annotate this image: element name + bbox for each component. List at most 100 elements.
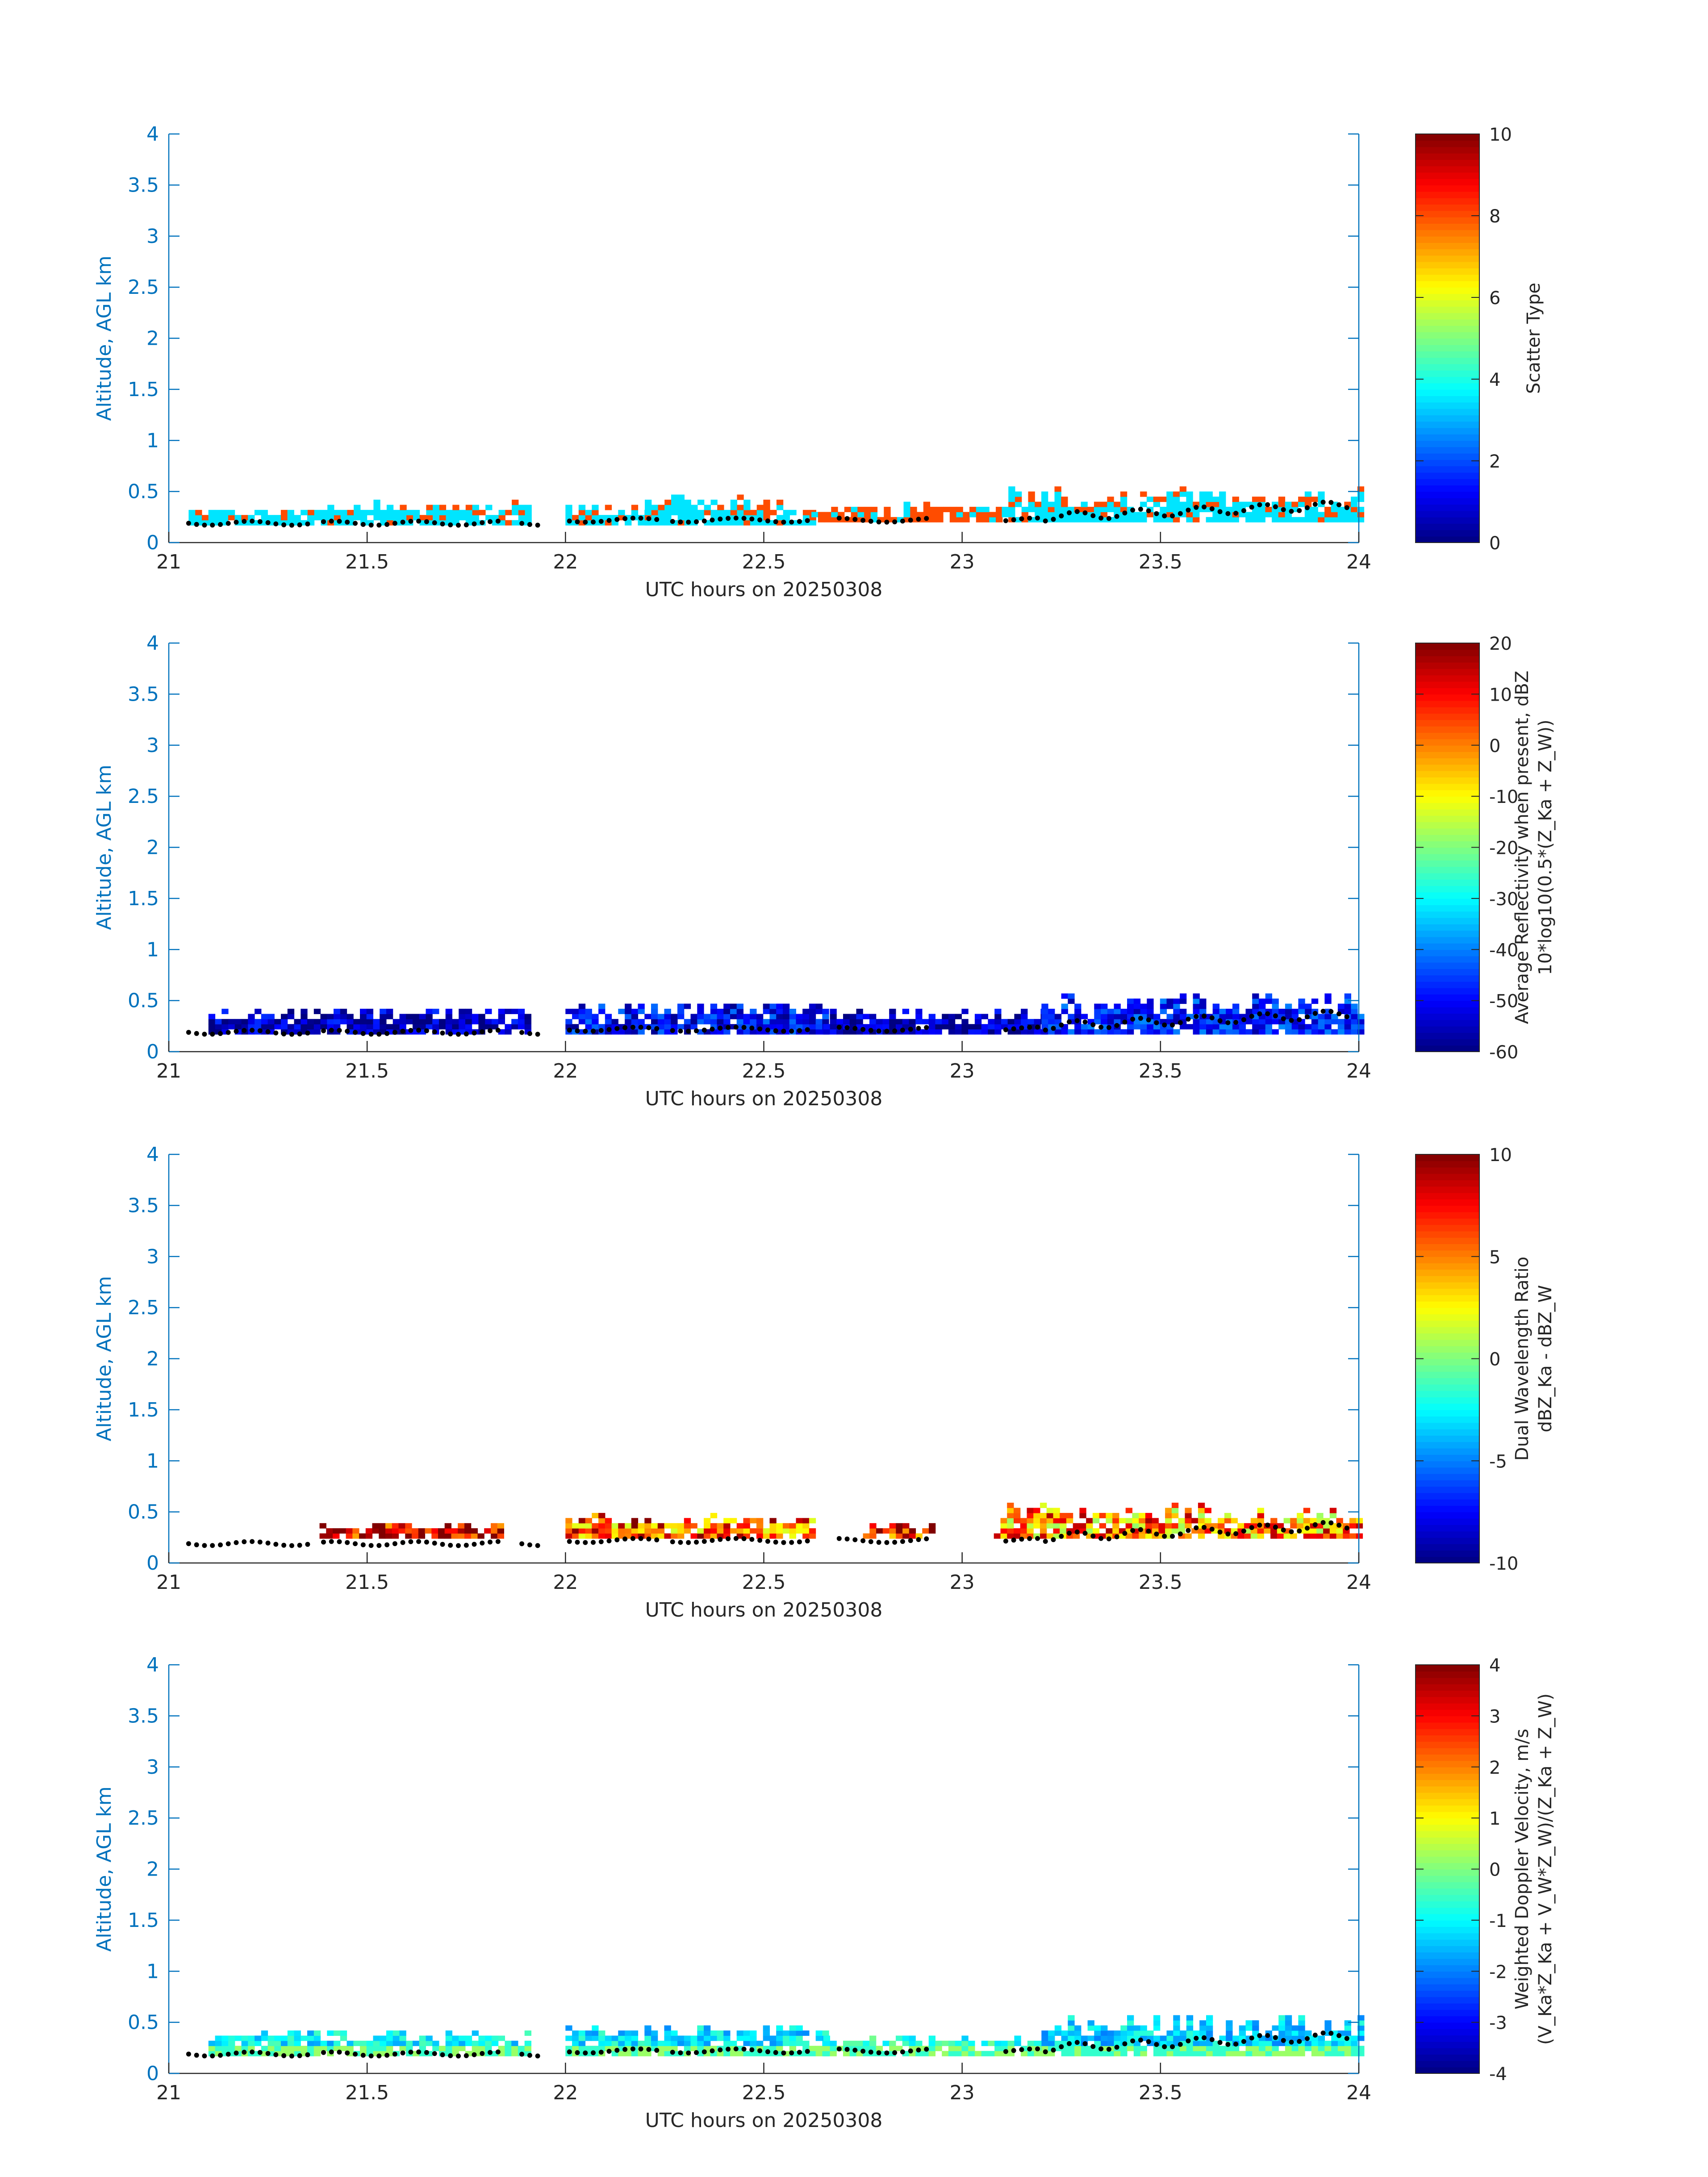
heatmap-cell (281, 1019, 288, 1024)
colorbar-swatch (1416, 1952, 1479, 1959)
heatmap-cell (717, 1528, 724, 1534)
heatmap-cell (1316, 1533, 1324, 1539)
heatmap-cell (1193, 993, 1200, 999)
colorbar-label: 10*log10(0.5*(Z_Ka + Z_W)) (1535, 719, 1556, 975)
colorbar-swatch (1416, 1811, 1479, 1818)
colorbar-swatch (1416, 719, 1479, 727)
cloud-base-dot (1138, 506, 1143, 512)
heatmap-cell (255, 2040, 262, 2046)
colorbar-swatch (1416, 1391, 1479, 1398)
heatmap-cell (426, 1008, 433, 1014)
heatmap-cell (697, 1019, 704, 1024)
heatmap-cell (1014, 1019, 1021, 1024)
heatmap-cell (215, 2040, 222, 2046)
heatmap-cell (723, 2040, 731, 2046)
heatmap-cell (413, 2040, 420, 2046)
cloud-base-dot (519, 1030, 525, 1035)
heatmap-cell (524, 2040, 531, 2046)
heatmap-cell (585, 2046, 592, 2052)
cloud-base-dots (186, 500, 1349, 528)
heatmap-cell (360, 2040, 367, 2046)
colorbar-swatch (1416, 847, 1479, 854)
heatmap-cell (1178, 1523, 1185, 1529)
colorbar-swatch (1416, 1288, 1479, 1295)
heatmap-cell (1285, 2020, 1292, 2026)
heatmap-cell (796, 1523, 803, 1529)
heatmap-cell (961, 1008, 969, 1014)
cloud-base-dot (416, 518, 422, 524)
heatmap-cell (611, 2035, 618, 2041)
heatmap-cell (783, 1014, 790, 1020)
cloud-base-dot (321, 1539, 326, 1545)
heatmap-cell (228, 515, 235, 521)
y-tick-label: 2 (146, 836, 159, 859)
heatmap-cell (1291, 2035, 1299, 2041)
heatmap-cell (399, 2046, 406, 2052)
heatmap-cell (961, 1029, 969, 1035)
heatmap-cell (1331, 1019, 1338, 1024)
colorbar-swatch (1416, 1518, 1479, 1525)
heatmap-cell (909, 2035, 916, 2041)
heatmap-cell (1252, 497, 1259, 502)
cloud-base-dot (900, 1028, 905, 1033)
heatmap-cell (723, 1523, 731, 1529)
heatmap-cell (724, 510, 731, 515)
heatmap-cell (452, 1019, 459, 1024)
cloud-base-dot (876, 2050, 881, 2056)
cloud-base-dot (1225, 1531, 1231, 1537)
heatmap-cell (1193, 2051, 1200, 2056)
heatmap-cell (1127, 2030, 1134, 2036)
heatmap-cell (418, 1528, 426, 1534)
cloud-base-dot (860, 1538, 866, 1543)
heatmap-cell (1139, 1518, 1146, 1524)
heatmap-cell (386, 2046, 393, 2052)
heatmap-cell (1245, 2020, 1253, 2026)
heatmap-cell (1285, 1003, 1292, 1009)
heatmap-cell (796, 2035, 803, 2041)
heatmap-cell (1001, 2040, 1008, 2046)
heatmap-cell (968, 2040, 975, 2046)
colorbar-swatch (1416, 1843, 1479, 1851)
heatmap-cell (1120, 2035, 1128, 2041)
heatmap-cell (750, 2035, 757, 2041)
heatmap-cell (902, 1019, 909, 1024)
colorbar-swatch (1416, 1926, 1479, 1934)
y-tick-label: 4 (146, 123, 159, 146)
heatmap-cell (1344, 2051, 1351, 2056)
heatmap-cell (704, 2025, 711, 2031)
heatmap-cell (313, 2051, 321, 2056)
colorbar-swatch (1416, 1237, 1479, 1244)
heatmap-cell (459, 2040, 466, 2046)
heatmap-cell (400, 515, 407, 521)
heatmap-cell (426, 2035, 433, 2041)
heatmap-cell (1198, 1508, 1205, 1513)
heatmap-cell (585, 1518, 592, 1524)
heatmap-cell (981, 2040, 988, 2046)
heatmap-cell (769, 1533, 777, 1539)
heatmap-cell (690, 1019, 697, 1024)
cloud-base-dot (408, 2049, 413, 2055)
heatmap-cell (1186, 497, 1193, 502)
heatmap-cell (1180, 2035, 1187, 2041)
heatmap-cell (618, 2051, 625, 2056)
heatmap-cell (1324, 506, 1332, 512)
heatmap-cell (1061, 2040, 1068, 2046)
cloud-base-dot (1305, 1525, 1310, 1531)
heatmap-cell (1068, 2015, 1075, 2021)
heatmap-cell (1139, 1513, 1146, 1518)
heatmap-cell (1272, 1029, 1279, 1035)
heatmap-cell (1337, 517, 1345, 522)
cloud-base-dot (376, 2053, 382, 2059)
cloud-base-dot (678, 1028, 683, 1034)
heatmap-cell (1199, 1024, 1207, 1030)
heatmap-cell (267, 1024, 275, 1030)
heatmap-cell (611, 1528, 618, 1534)
heatmap-cell (724, 520, 731, 526)
heatmap-cell (393, 1019, 400, 1024)
heatmap-cell (274, 515, 281, 521)
y-tick-label: 0.5 (128, 1501, 159, 1524)
heatmap-cell (851, 506, 858, 512)
heatmap-cell (1206, 2020, 1213, 2026)
cloud-base-dot (250, 1539, 255, 1544)
heatmap-cell (1186, 2025, 1194, 2031)
